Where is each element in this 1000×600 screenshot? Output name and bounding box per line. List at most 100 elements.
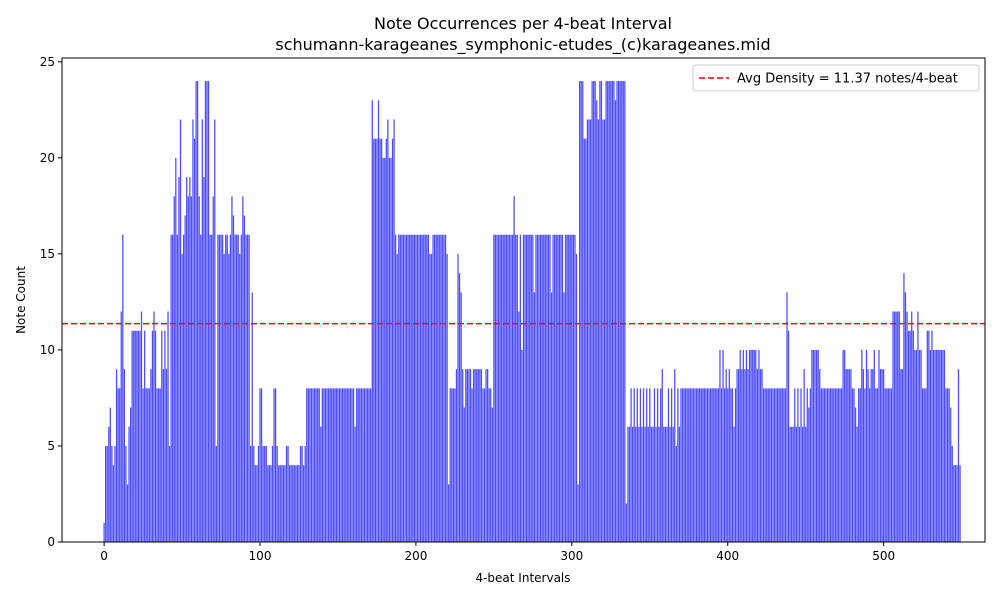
bar [711, 388, 713, 542]
bar [925, 388, 927, 542]
bar [349, 388, 352, 542]
bar [831, 388, 833, 542]
bar [842, 349, 844, 542]
bar [870, 369, 872, 542]
bar [893, 311, 896, 542]
bar [709, 388, 712, 542]
bar [937, 349, 939, 542]
bar [948, 388, 950, 542]
bar [538, 234, 540, 542]
bar [806, 388, 808, 542]
bar [338, 388, 341, 542]
bar [184, 215, 186, 543]
bar [898, 311, 900, 542]
bar [133, 330, 135, 542]
bar [758, 349, 760, 542]
bar [317, 388, 319, 542]
bar [611, 81, 613, 543]
bar [666, 426, 668, 542]
bar [646, 388, 648, 542]
bar [462, 369, 464, 542]
x-tick-label: 200 [404, 549, 427, 563]
bar [642, 388, 645, 542]
bar [803, 369, 805, 542]
bar [837, 388, 840, 542]
bar [862, 369, 865, 542]
bar [343, 388, 345, 542]
bar [117, 388, 119, 542]
bar [859, 388, 861, 542]
bar [691, 388, 693, 542]
bar [402, 234, 405, 542]
bar [371, 100, 373, 542]
bar [727, 388, 729, 542]
bar [365, 388, 367, 542]
bar [929, 349, 932, 542]
bar [242, 196, 244, 543]
bar [745, 349, 748, 542]
bar [583, 138, 585, 543]
bar [281, 465, 283, 542]
bar [778, 388, 780, 542]
bar [348, 388, 350, 542]
bar [703, 388, 705, 542]
bar [653, 388, 656, 542]
y-tick-label: 20 [40, 151, 55, 165]
bar [586, 119, 589, 543]
bar [748, 349, 751, 542]
bar [823, 388, 826, 542]
bar [717, 388, 720, 542]
bar [504, 234, 506, 542]
bar [730, 388, 732, 542]
bar [434, 234, 436, 542]
bar [940, 349, 942, 542]
bar [670, 388, 673, 542]
bar [217, 234, 219, 542]
bar [129, 407, 132, 542]
bar [845, 369, 847, 542]
bar [622, 81, 624, 543]
bar [558, 234, 560, 542]
bar [716, 388, 718, 542]
bar [159, 388, 161, 542]
bar [755, 349, 757, 542]
bar [186, 177, 188, 542]
bar [815, 349, 818, 542]
bar [324, 388, 327, 542]
bar [822, 388, 824, 542]
bar [518, 311, 520, 542]
bar [561, 234, 564, 542]
y-tick-label: 15 [40, 247, 55, 261]
bar [705, 388, 707, 542]
bar [574, 234, 576, 542]
bar [692, 388, 695, 542]
bar [289, 465, 291, 542]
bar [398, 234, 400, 542]
bar [892, 311, 894, 542]
bar [900, 369, 902, 542]
bar [752, 349, 754, 542]
bar [232, 215, 235, 543]
bar [638, 426, 640, 542]
bar [454, 388, 456, 542]
bar [200, 234, 202, 542]
bar [617, 81, 620, 543]
bar [178, 177, 180, 542]
bar [600, 81, 603, 543]
bar [699, 388, 701, 542]
bar [597, 119, 599, 543]
bar [416, 234, 419, 542]
bar [206, 81, 208, 543]
bar [844, 349, 846, 542]
bar [689, 388, 691, 542]
bar [115, 369, 118, 542]
bar [884, 388, 886, 542]
bar [540, 234, 542, 542]
bar [652, 426, 654, 542]
bar [299, 445, 302, 542]
bar [605, 81, 607, 543]
bar [616, 81, 618, 543]
bar [401, 234, 403, 542]
bar [702, 388, 704, 542]
bar [728, 369, 730, 542]
